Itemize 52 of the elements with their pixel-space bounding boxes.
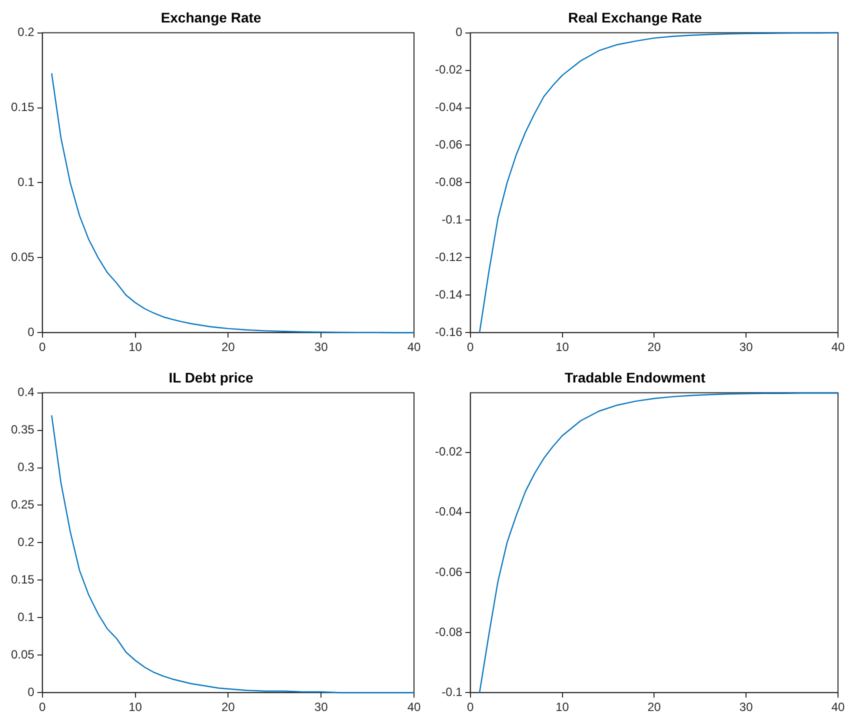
x-tick-label: 20 — [222, 340, 236, 354]
x-tick-label: 10 — [128, 340, 142, 354]
x-tick-label: 30 — [739, 340, 754, 354]
y-tick-label: 0.25 — [10, 498, 35, 512]
y-tick-label: -0.16 — [434, 324, 463, 339]
y-tick-label: -0.06 — [434, 564, 463, 579]
x-tick-label: 40 — [407, 340, 421, 354]
x-tick-label: 30 — [314, 340, 328, 354]
y-tick-label: -0.12 — [434, 250, 463, 264]
y-tick-label: -0.02 — [434, 62, 463, 77]
y-tick-label: -0.1 — [442, 212, 463, 226]
x-tick-label: 0 — [39, 700, 46, 714]
y-tick-label: 0.2 — [18, 25, 35, 40]
x-tick-label: 0 — [467, 700, 474, 714]
y-tick-label: -0.08 — [434, 175, 463, 190]
x-tick-label: 10 — [556, 340, 570, 354]
chart-title: Tradable Endowment — [564, 369, 706, 386]
y-tick-label: -0.04 — [434, 504, 463, 519]
x-tick-label: 10 — [556, 700, 570, 714]
x-tick-label: 20 — [647, 700, 662, 714]
y-tick-label: 0.35 — [10, 422, 35, 437]
y-tick-label: 0.1 — [18, 610, 35, 624]
x-tick-label: 40 — [831, 700, 845, 714]
y-tick-label: -0.02 — [434, 444, 463, 459]
y-tick-label: 0.1 — [18, 175, 35, 190]
y-tick-label: 0.2 — [18, 535, 35, 550]
x-tick-label: 10 — [128, 700, 142, 714]
y-tick-label: 0 — [28, 684, 35, 699]
y-tick-label: 0.05 — [10, 647, 35, 662]
x-tick-label: 20 — [222, 700, 236, 714]
y-tick-label: -0.06 — [434, 138, 463, 152]
x-tick-label: 40 — [831, 340, 845, 354]
y-tick-label: 0 — [456, 25, 463, 40]
y-tick-label: 0 — [28, 324, 35, 339]
x-tick-label: 0 — [39, 340, 46, 354]
x-tick-label: 40 — [407, 700, 421, 714]
x-tick-label: 20 — [647, 340, 662, 354]
chart-title: IL Debt price — [168, 369, 254, 386]
y-tick-label: 0.15 — [10, 572, 35, 586]
y-tick-label: 0.05 — [10, 250, 35, 264]
y-tick-label: -0.14 — [434, 287, 463, 302]
x-tick-label: 0 — [467, 340, 474, 354]
y-tick-label: 0.15 — [10, 100, 35, 114]
y-tick-label: -0.1 — [442, 684, 463, 699]
chart-title: Exchange Rate — [160, 9, 262, 26]
x-tick-label: 30 — [739, 700, 754, 714]
y-tick-label: -0.08 — [434, 624, 463, 639]
chart-title: Real Exchange Rate — [568, 9, 702, 26]
x-tick-label: 30 — [314, 700, 328, 714]
y-tick-label: -0.04 — [434, 100, 463, 114]
y-tick-label: 0.4 — [18, 385, 35, 400]
y-tick-label: 0.3 — [18, 460, 35, 474]
